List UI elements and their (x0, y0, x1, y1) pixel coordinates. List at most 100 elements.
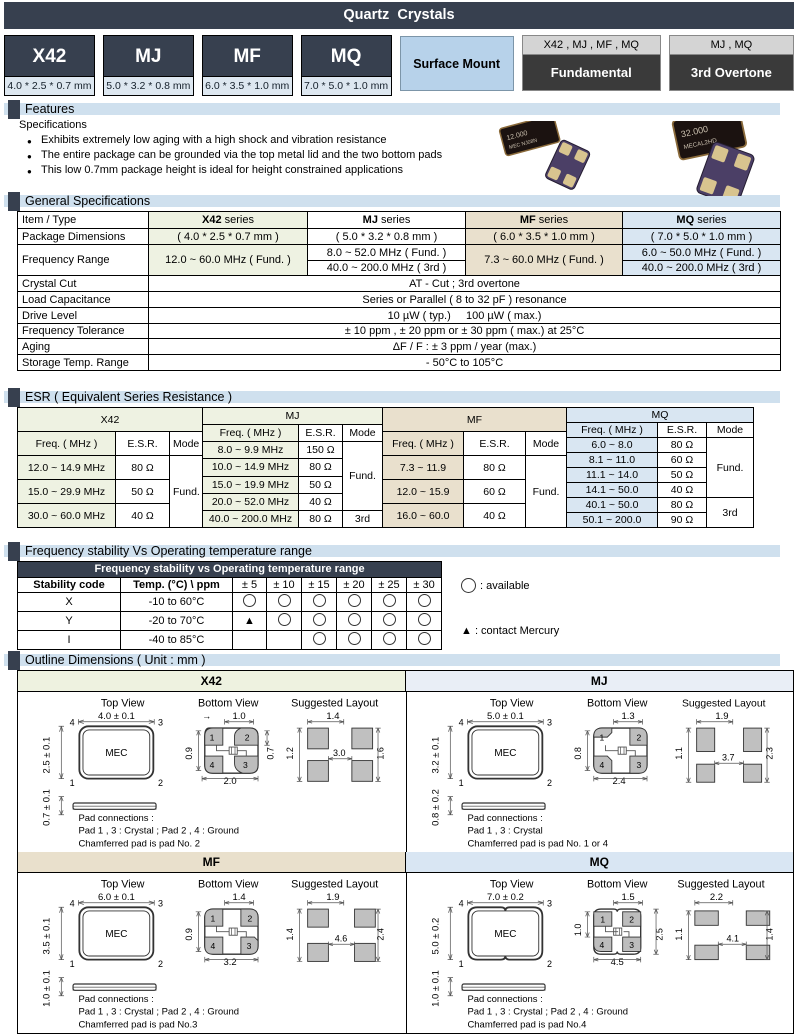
svg-text:Pad connections :: Pad connections : (78, 813, 153, 824)
svg-text:1.4: 1.4 (232, 892, 245, 903)
svg-text:1.5: 1.5 (621, 892, 634, 903)
svg-text:2.4: 2.4 (375, 928, 385, 941)
svg-text:1.2: 1.2 (285, 747, 295, 760)
svg-text:1.4: 1.4 (764, 928, 774, 941)
svg-text:2.4: 2.4 (612, 776, 625, 787)
svg-text:1.4: 1.4 (326, 711, 339, 722)
svg-text:0.7 ± 0.1: 0.7 ± 0.1 (42, 789, 53, 826)
svg-text:1.4: 1.4 (285, 928, 295, 941)
svg-text:Pad 1 , 3 : Crystal ; Pad 2 ,: Pad 1 , 3 : Crystal ; Pad 2 , 4 : Ground (467, 1007, 628, 1018)
svg-text:1.1: 1.1 (674, 928, 684, 941)
svg-text:4: 4 (599, 940, 604, 950)
svg-text:Pad 1 , 3 : Crystal ; Pad 2 ,: Pad 1 , 3 : Crystal ; Pad 2 , 4 : Ground (78, 826, 239, 837)
svg-text:1: 1 (70, 959, 75, 969)
svg-text:2.5 ± 0.1: 2.5 ± 0.1 (42, 737, 53, 774)
svg-text:Pad 1 , 3 : Crystal ; Pad 2 ,: Pad 1 , 3 : Crystal ; Pad 2 , 4 : Ground (78, 1007, 239, 1018)
svg-text:Pad connections :: Pad connections : (78, 994, 153, 1005)
svg-text:3: 3 (158, 717, 163, 727)
svg-text:4: 4 (458, 898, 463, 908)
svg-text:1.9: 1.9 (326, 892, 339, 903)
svg-text:2: 2 (547, 778, 552, 788)
svg-text:4: 4 (211, 941, 216, 951)
svg-text:5.0 ± 0.2: 5.0 ± 0.2 (430, 918, 441, 955)
svg-text:4: 4 (70, 898, 75, 908)
svg-text:2: 2 (547, 959, 552, 969)
svg-text:0.9: 0.9 (184, 928, 194, 941)
svg-text:1.0: 1.0 (573, 924, 583, 937)
svg-text:MEC: MEC (494, 929, 516, 940)
svg-text:2: 2 (158, 778, 163, 788)
svg-text:1.0 ± 0.1: 1.0 ± 0.1 (42, 970, 53, 1007)
svg-text:2.0: 2.0 (223, 776, 236, 787)
svg-text:Suggested Layout: Suggested Layout (291, 878, 378, 890)
svg-text:Suggested Layout: Suggested Layout (291, 697, 378, 709)
svg-text:3.7: 3.7 (721, 753, 734, 763)
svg-text:1: 1 (458, 959, 463, 969)
svg-text:Top View: Top View (101, 697, 145, 709)
svg-text:1: 1 (600, 915, 605, 925)
svg-text:Top View: Top View (489, 697, 533, 709)
svg-text:4: 4 (70, 717, 75, 727)
svg-text:Top View: Top View (489, 878, 533, 890)
svg-text:3: 3 (547, 898, 552, 908)
svg-text:1.0: 1.0 (232, 711, 245, 722)
svg-text:MEC: MEC (494, 748, 516, 759)
svg-text:Suggested Layout: Suggested Layout (681, 698, 765, 709)
svg-text:MEC: MEC (105, 748, 127, 759)
svg-text:3.0: 3.0 (333, 748, 346, 758)
svg-text:Bottom View: Bottom View (586, 878, 647, 890)
svg-text:Pad connections :: Pad connections : (467, 813, 542, 824)
svg-text:5.0 ± 0.1: 5.0 ± 0.1 (486, 711, 523, 722)
svg-text:4: 4 (210, 760, 215, 770)
svg-text:6.0 ± 0.1: 6.0 ± 0.1 (98, 892, 135, 903)
svg-text:→: → (202, 711, 211, 721)
svg-text:3: 3 (243, 760, 248, 770)
svg-text:Bottom View: Bottom View (198, 878, 259, 890)
svg-text:4.0 ± 0.1: 4.0 ± 0.1 (98, 711, 135, 722)
svg-text:1.9: 1.9 (715, 711, 728, 722)
svg-text:Pad 1 , 3 : Crystal: Pad 1 , 3 : Crystal (467, 826, 542, 837)
svg-text:2: 2 (636, 733, 641, 743)
svg-text:2.3: 2.3 (764, 747, 774, 760)
svg-text:1: 1 (210, 733, 215, 743)
svg-text:3: 3 (247, 941, 252, 951)
svg-text:2: 2 (248, 914, 253, 924)
svg-text:1: 1 (211, 914, 216, 924)
svg-text:Chamferred pad is pad No. 1 or: Chamferred pad is pad No. 1 or 4 (467, 838, 608, 849)
svg-text:3.5 ± 0.1: 3.5 ± 0.1 (42, 918, 53, 955)
svg-text:1: 1 (70, 778, 75, 788)
svg-text:Top View: Top View (101, 878, 145, 890)
svg-text:1.0 ± 0.1: 1.0 ± 0.1 (430, 970, 441, 1007)
svg-text:4.5: 4.5 (610, 957, 623, 968)
svg-text:3.2 ± 0.1: 3.2 ± 0.1 (430, 737, 441, 774)
svg-text:1.3: 1.3 (621, 711, 634, 722)
svg-text:4: 4 (458, 717, 463, 727)
svg-text:3: 3 (629, 940, 634, 950)
svg-text:3: 3 (547, 717, 552, 727)
svg-text:0.8 ± 0.2: 0.8 ± 0.2 (430, 789, 441, 826)
svg-text:1: 1 (599, 733, 604, 743)
svg-text:Bottom View: Bottom View (586, 697, 647, 709)
svg-text:1.6: 1.6 (375, 747, 385, 760)
svg-text:0.7: 0.7 (265, 747, 275, 760)
svg-text:Chamferred pad is pad No.3: Chamferred pad is pad No.3 (78, 1019, 197, 1030)
svg-text:MEC: MEC (105, 929, 127, 940)
svg-text:2: 2 (629, 915, 634, 925)
svg-text:Bottom View: Bottom View (198, 697, 259, 709)
svg-text:0.8: 0.8 (573, 747, 583, 760)
svg-text:1: 1 (458, 778, 463, 788)
svg-text:4.1: 4.1 (726, 934, 739, 944)
svg-text:2: 2 (245, 733, 250, 743)
svg-text:1.1: 1.1 (674, 747, 684, 760)
svg-text:Suggested Layout: Suggested Layout (677, 878, 764, 890)
svg-text:3: 3 (636, 760, 641, 770)
svg-text:3: 3 (158, 898, 163, 908)
svg-text:2.2: 2.2 (709, 892, 722, 903)
svg-text:4.6: 4.6 (335, 934, 348, 944)
svg-text:2: 2 (158, 959, 163, 969)
svg-text:7.0 ± 0.2: 7.0 ± 0.2 (486, 892, 523, 903)
svg-text:3.2: 3.2 (223, 957, 236, 968)
svg-text:4: 4 (599, 760, 604, 770)
svg-text:Chamferred pad is pad No.4: Chamferred pad is pad No.4 (467, 1019, 586, 1030)
svg-text:Chamferred pad is pad No. 2: Chamferred pad is pad No. 2 (78, 838, 200, 849)
